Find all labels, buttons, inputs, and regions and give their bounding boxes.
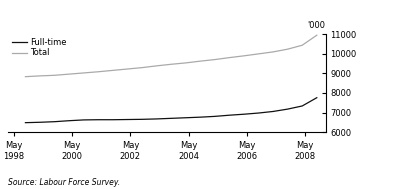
Text: '000: '000	[308, 21, 326, 30]
Total	[96, 71, 101, 73]
Full-time	[52, 121, 57, 123]
Full-time	[38, 121, 42, 123]
Full-time	[23, 122, 28, 124]
Legend: Full-time, Total: Full-time, Total	[12, 38, 67, 57]
Total	[67, 73, 71, 75]
Total	[183, 62, 188, 64]
Total	[140, 67, 145, 69]
Full-time	[154, 118, 159, 120]
Full-time	[81, 119, 86, 121]
Full-time	[110, 119, 115, 121]
Total	[314, 34, 319, 36]
Full-time	[314, 97, 319, 99]
Total	[52, 74, 57, 76]
Full-time	[96, 119, 101, 121]
Full-time	[198, 116, 202, 118]
Total	[81, 72, 86, 74]
Line: Full-time: Full-time	[25, 98, 317, 123]
Total	[38, 75, 42, 77]
Total	[154, 65, 159, 67]
Full-time	[67, 120, 71, 122]
Total	[256, 53, 261, 55]
Full-time	[212, 115, 217, 118]
Full-time	[271, 110, 276, 113]
Total	[198, 60, 202, 62]
Full-time	[300, 105, 304, 107]
Full-time	[169, 117, 173, 119]
Total	[271, 51, 276, 53]
Total	[212, 58, 217, 61]
Total	[300, 44, 304, 46]
Line: Total: Total	[25, 35, 317, 77]
Full-time	[140, 118, 145, 120]
Total	[169, 63, 173, 65]
Text: Source: Labour Force Survey.: Source: Labour Force Survey.	[8, 178, 120, 187]
Total	[125, 68, 130, 70]
Full-time	[125, 118, 130, 121]
Full-time	[285, 108, 290, 110]
Full-time	[256, 112, 261, 114]
Total	[285, 48, 290, 50]
Total	[110, 69, 115, 71]
Total	[241, 55, 246, 57]
Full-time	[227, 114, 232, 116]
Full-time	[183, 117, 188, 119]
Total	[227, 57, 232, 59]
Full-time	[241, 113, 246, 115]
Total	[23, 76, 28, 78]
